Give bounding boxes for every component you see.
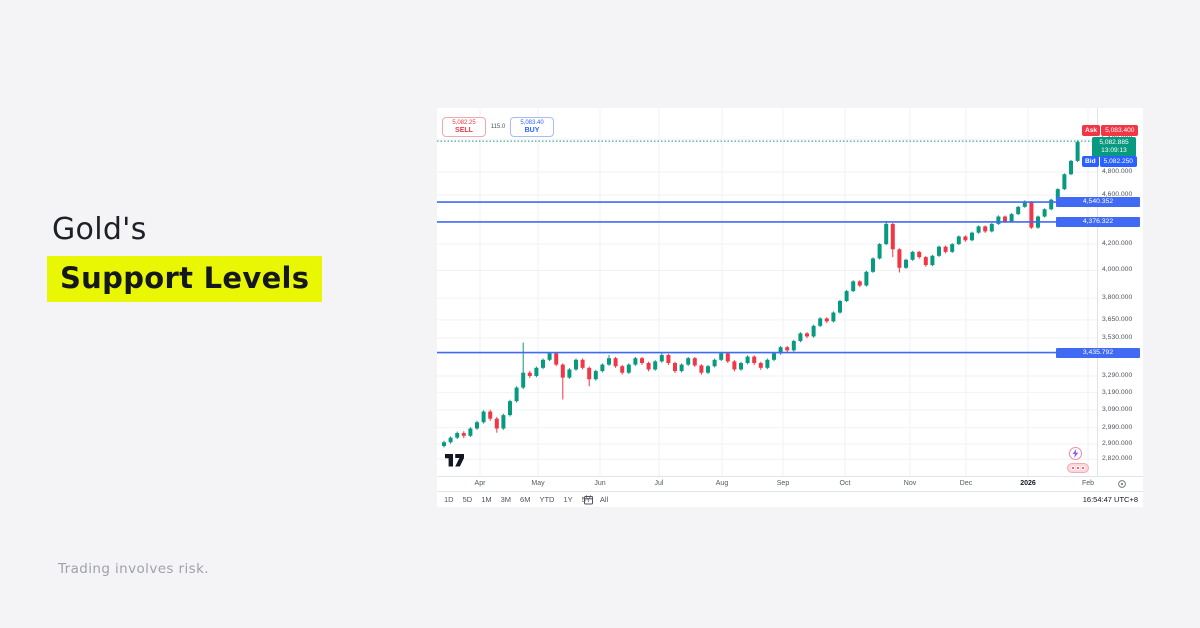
month-tick-label: Apr — [474, 480, 486, 487]
month-tick-label: Jun — [594, 480, 606, 487]
boost-icon[interactable] — [1069, 447, 1082, 460]
month-tick-label: Feb — [1081, 480, 1095, 487]
range-button-all[interactable]: All — [599, 495, 609, 504]
tradingview-logo[interactable] — [445, 454, 467, 467]
time-axis[interactable]: Apr May Jun Jul Aug Sep Oct Nov Dec 2026 Feb — [437, 476, 1143, 491]
headline-line1: Gold's — [52, 212, 147, 247]
ask-price: 5,083.400 — [1101, 125, 1139, 136]
bid-price-label: Bid 5,082.250 — [1082, 156, 1137, 167]
go-to-date-icon[interactable] — [583, 495, 594, 505]
ask-price-label: Ask 5,083.400 — [1082, 125, 1139, 136]
trade-widget: 5,082.25 SELL 115.0 5,083.40 BUY — [442, 117, 554, 137]
buy-label: BUY — [524, 127, 540, 134]
support-level-label: 4,540.352 — [1056, 197, 1140, 208]
reaction-dot — [1076, 466, 1080, 470]
range-button-ytd[interactable]: YTD — [539, 495, 555, 504]
month-tick-label: 2026 — [1020, 480, 1036, 487]
reaction-dot — [1081, 466, 1085, 470]
price-tick-label: 2,820.000 — [1102, 455, 1133, 463]
support-level-label: 4,376.322 — [1056, 216, 1140, 227]
price-tick-label: 3,190.000 — [1102, 388, 1133, 396]
price-tick-label: 3,530.000 — [1102, 333, 1133, 341]
sell-button[interactable]: 5,082.25 SELL — [442, 117, 486, 137]
bid-price: 5,082.250 — [1099, 156, 1137, 167]
price-tick-label: 3,650.000 — [1102, 315, 1133, 323]
gear-icon[interactable] — [1117, 479, 1127, 489]
reaction-dot — [1071, 466, 1075, 470]
month-tick-label: Oct — [839, 480, 851, 487]
headline-block: Gold's Support Levels — [47, 212, 323, 302]
last-price: 5,082.885 — [1099, 139, 1129, 146]
spread-value: 115.0 — [490, 124, 506, 130]
price-tick-label: 2,900.000 — [1102, 440, 1133, 448]
price-tick-label: 3,090.000 — [1102, 405, 1133, 413]
headline-line2: Support Levels — [60, 261, 310, 295]
lightning-bolt-icon — [1072, 449, 1079, 458]
bar-countdown: 13:09:13 — [1101, 147, 1127, 154]
buy-button[interactable]: 5,083.40 BUY — [510, 117, 554, 137]
month-tick-label: May — [531, 480, 545, 487]
month-tick-label: Nov — [903, 480, 917, 487]
sell-price: 5,082.25 — [452, 120, 476, 126]
buy-price: 5,083.40 — [520, 120, 544, 126]
range-button-1d[interactable]: 1D — [444, 495, 454, 504]
last-price-label: 5,082.885 13:09:13 — [1092, 137, 1136, 157]
ask-tag: Ask — [1082, 125, 1101, 136]
disclaimer-text: Trading involves risk. — [58, 561, 209, 577]
range-button-5y[interactable]: 5Y — [581, 495, 591, 504]
month-tick-label: Jul — [654, 480, 664, 487]
bid-tag: Bid — [1082, 156, 1099, 167]
range-button-3m[interactable]: 3M — [500, 495, 512, 504]
price-tick-label: 3,800.000 — [1102, 294, 1133, 302]
clock[interactable]: 16:54:47 UTC+8 — [1082, 495, 1138, 504]
price-tick-label: 2,990.000 — [1102, 423, 1133, 431]
chart-toolbar: 1D 5D 1M 3M 6M YTD 1Y 5Y All 16:54:47 UTC+8 — [437, 491, 1143, 507]
price-tick-label: 4,600.000 — [1102, 190, 1133, 198]
candlestick-chart[interactable] — [437, 108, 1097, 476]
headline-highlight: Support Levels — [47, 256, 323, 302]
range-selector: 1D 5D 1M 3M 6M YTD 1Y 5Y All — [444, 495, 608, 504]
price-tick-label: 4,200.000 — [1102, 240, 1133, 248]
range-button-5d[interactable]: 5D — [462, 495, 473, 504]
month-tick-label: Aug — [715, 480, 729, 487]
chart-panel: 5,082.25 SELL 115.0 5,083.40 BUY Ask 5,0… — [437, 108, 1143, 507]
price-tick-label: 3,290.000 — [1102, 371, 1133, 379]
sell-label: SELL — [455, 127, 473, 134]
range-button-6m[interactable]: 6M — [520, 495, 531, 504]
support-level-label: 3,435.792 — [1056, 347, 1140, 358]
price-tick-label: 4,000.000 — [1102, 266, 1133, 274]
range-button-1m[interactable]: 1M — [481, 495, 492, 504]
reactions-pill[interactable] — [1067, 463, 1089, 473]
range-button-1y[interactable]: 1Y — [563, 495, 573, 504]
month-tick-label: Dec — [959, 480, 973, 487]
price-tick-label: 4,800.000 — [1102, 168, 1133, 175]
month-tick-label: Sep — [776, 480, 790, 487]
